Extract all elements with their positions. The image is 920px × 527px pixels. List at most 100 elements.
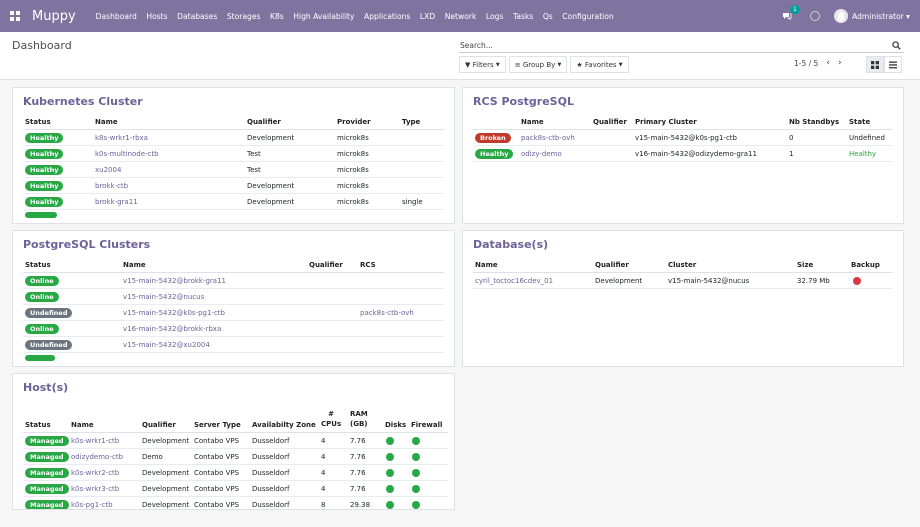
rcs-link[interactable]: pack8s-ctb-ovh xyxy=(360,309,414,317)
table-row[interactable]: cyril_toctoc16cdev_01 Development v15-ma… xyxy=(473,273,893,289)
table-row[interactable]: Healthy brokk-gra11 Development microk8s… xyxy=(23,194,444,210)
table-row[interactable]: Managed odizydemo-ctb Demo Contabo VPS D… xyxy=(23,449,448,465)
cluster-name[interactable]: brokk-ctb xyxy=(95,182,129,190)
pg-cluster-name[interactable]: v15-main-5432@xu2004 xyxy=(123,341,210,349)
table-row[interactable]: Undefined v15-main-5432@k0s-pg1-ctb pack… xyxy=(23,305,444,321)
menu-item-logs[interactable]: Logs xyxy=(485,11,504,21)
pager-next-icon[interactable]: › xyxy=(837,58,842,68)
pg-cluster-name[interactable]: v15-main-5432@brokk-gra11 xyxy=(123,277,227,285)
provider: microk8s xyxy=(337,166,369,174)
qualifier: Demo xyxy=(142,453,163,461)
user-menu[interactable]: Administrator ▾ xyxy=(834,9,910,23)
cluster-name[interactable]: k0s-multinode-ctb xyxy=(95,150,159,158)
menu-item-dashboard[interactable]: Dashboard xyxy=(95,11,137,21)
kanban-view-icon[interactable] xyxy=(866,56,884,73)
activity-clock-icon[interactable] xyxy=(810,11,820,21)
rcs-name[interactable]: pack8s-ctb-ovh xyxy=(521,134,575,142)
menu-item-qs[interactable]: Qs xyxy=(542,11,553,21)
cluster-name[interactable]: xu2004 xyxy=(95,166,122,174)
host-name[interactable]: k0s-wrkr1-ctb xyxy=(71,437,120,445)
favorites-label: Favorites xyxy=(584,60,617,69)
table-row[interactable]: Healthy k8s-wrkr1-rbxa Development micro… xyxy=(23,130,444,146)
table-row[interactable]: Healthy odizy-demo v16-main-5432@odizyde… xyxy=(473,146,893,162)
disks-status-icon xyxy=(386,469,394,477)
menu-item-configuration[interactable]: Configuration xyxy=(562,11,614,21)
table-row[interactable]: Online v15-main-5432@brokk-gra11 xyxy=(23,273,444,289)
pager-value[interactable]: 1-5 / 5 xyxy=(794,58,819,68)
column-header: Backup xyxy=(851,261,880,269)
menu-item-storages[interactable]: Storages xyxy=(226,11,261,21)
rcs-name[interactable]: odizy-demo xyxy=(521,150,562,158)
pager-previous-icon[interactable]: ‹ xyxy=(826,58,830,68)
table-row[interactable]: Broken pack8s-ctb-ovh v15-main-5432@k0s-… xyxy=(473,130,893,146)
apps-menu-icon[interactable] xyxy=(4,0,26,32)
status-badge: Online xyxy=(25,324,59,334)
table-row-partial xyxy=(23,210,444,218)
state: Undefined xyxy=(849,134,885,142)
list-view-icon[interactable] xyxy=(884,56,902,73)
provider: microk8s xyxy=(337,182,369,190)
host-name[interactable]: k0s-wrkr3-ctb xyxy=(71,485,120,493)
menu-item-high-availability[interactable]: High Availability xyxy=(293,11,355,21)
favorites-button[interactable]: ★ Favorites ▼ xyxy=(570,56,629,73)
chat-icon[interactable]: 1 xyxy=(782,5,800,21)
table-row[interactable]: Healthy k0s-multinode-ctb Test microk8s xyxy=(23,146,444,162)
status-badge xyxy=(25,355,55,361)
menu-item-hosts[interactable]: Hosts xyxy=(146,11,168,21)
filters-button[interactable]: ▼ Filters ▼ xyxy=(459,56,506,73)
brand-name[interactable]: Muppy xyxy=(32,8,76,24)
star-icon: ★ xyxy=(576,60,583,69)
table-row[interactable]: Healthy xu2004 Test microk8s xyxy=(23,162,444,178)
pg-cluster-name[interactable]: v15-main-5432@nucus xyxy=(123,293,205,301)
menu-item-k8s[interactable]: K8s xyxy=(269,11,284,21)
search-options: ▼ Filters ▼ ≡ Group By ▼ ★ Favorites ▼ xyxy=(459,56,632,73)
table-row[interactable]: Managed k0s-wrkr2-ctb Development Contab… xyxy=(23,465,448,481)
nb-standbys: 0 xyxy=(789,134,794,142)
cluster-name[interactable]: k8s-wrkr1-rbxa xyxy=(95,134,148,142)
table-row[interactable]: Managed k0s-pg1-ctb Development Contabo … xyxy=(23,497,448,509)
menu-item-lxd[interactable]: LXD xyxy=(419,11,436,21)
group-by-icon: ≡ xyxy=(514,60,521,69)
cpus: 4 xyxy=(321,469,326,477)
search-icon[interactable] xyxy=(892,41,901,50)
table-row[interactable]: Managed k0s-wrkr1-ctb Development Contab… xyxy=(23,433,448,449)
backup-status-icon xyxy=(853,277,861,285)
column-header: Qualifier xyxy=(593,118,627,126)
cluster: v15-main-5432@nucus xyxy=(668,277,750,285)
group-by-button[interactable]: ≡ Group By ▼ xyxy=(508,56,568,73)
table-row[interactable]: Managed k0s-wrkr3-ctb Development Contab… xyxy=(23,481,448,497)
host-name[interactable]: odizydemo-ctb xyxy=(71,453,124,461)
provider: microk8s xyxy=(337,150,369,158)
menu-item-databases[interactable]: Databases xyxy=(177,11,218,21)
table-row[interactable]: Undefined v15-main-5432@xu2004 xyxy=(23,337,444,353)
menu-item-network[interactable]: Network xyxy=(444,11,477,21)
ram: 7.76 xyxy=(350,469,366,477)
status-badge: Healthy xyxy=(25,165,64,175)
ram: 7.76 xyxy=(350,485,366,493)
provider: microk8s xyxy=(337,134,369,142)
host-name[interactable]: k0s-wrkr2-ctb xyxy=(71,469,120,477)
status-badge: Healthy xyxy=(25,197,64,207)
firewall-status-icon xyxy=(412,453,420,461)
column-header: Name xyxy=(475,261,498,269)
host-name[interactable]: k0s-pg1-ctb xyxy=(71,501,113,509)
pg-cluster-name[interactable]: v15-main-5432@k0s-pg1-ctb xyxy=(123,309,225,317)
caret-down-icon: ▼ xyxy=(557,61,562,68)
table-row[interactable]: Healthy brokk-ctb Development microk8s xyxy=(23,178,444,194)
table-row[interactable]: Online v15-main-5432@nucus xyxy=(23,289,444,305)
database-name[interactable]: cyril_toctoc16cdev_01 xyxy=(475,277,554,285)
status-badge: Managed xyxy=(25,500,69,509)
qualifier: Test xyxy=(247,150,261,158)
menu-item-tasks[interactable]: Tasks xyxy=(512,11,534,21)
avatar xyxy=(834,9,848,23)
caret-down-icon: ▼ xyxy=(495,61,500,68)
cluster-name[interactable]: brokk-gra11 xyxy=(95,198,138,206)
pg-cluster-name[interactable]: v16-main-5432@brokk-rbxa xyxy=(123,325,222,333)
search-input[interactable]: Search... xyxy=(459,38,904,53)
navbar-systray: 1 Administrator ▾ xyxy=(782,0,920,32)
status-badge: Undefined xyxy=(25,308,73,318)
card-title: Database(s) xyxy=(473,238,549,251)
menu-item-applications[interactable]: Applications xyxy=(364,11,411,21)
ram: 7.76 xyxy=(350,453,366,461)
table-row[interactable]: Online v16-main-5432@brokk-rbxa xyxy=(23,321,444,337)
